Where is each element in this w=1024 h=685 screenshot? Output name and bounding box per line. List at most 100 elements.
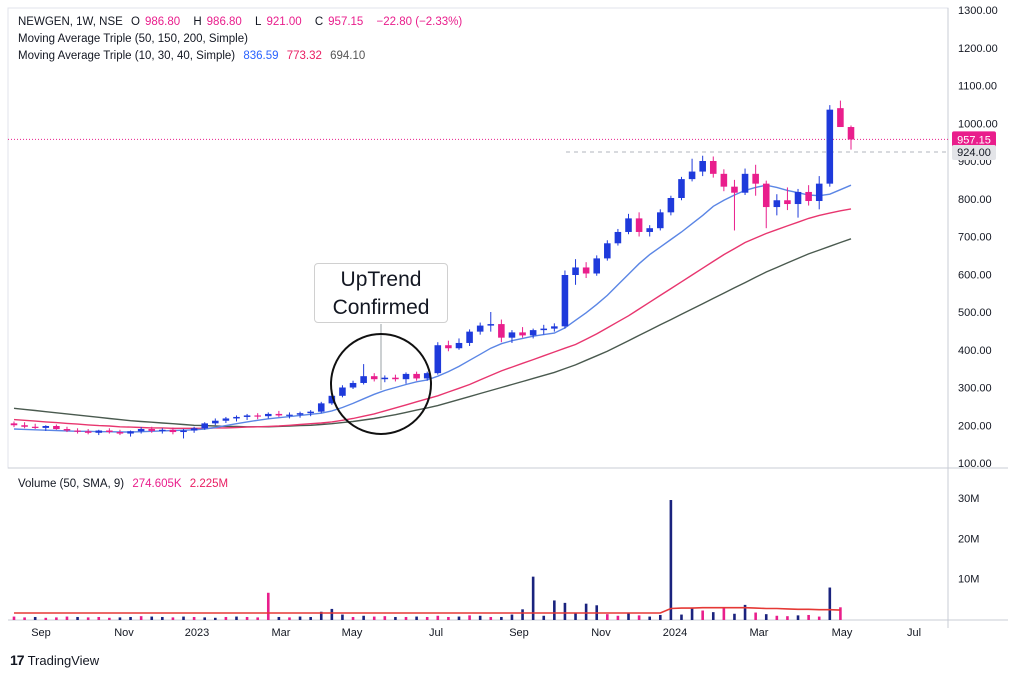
volume-bar <box>468 615 471 620</box>
volume-average-line <box>14 606 841 614</box>
y-tick-label: 100.00 <box>958 458 992 470</box>
y-tick-label: 1200.00 <box>958 43 998 55</box>
volume-bar <box>341 614 344 620</box>
x-tick-label: 2023 <box>185 627 209 639</box>
volume-bar <box>65 616 69 620</box>
ma-legend-fast[interactable]: Moving Average Triple (10, 30, 40, Simpl… <box>18 48 370 64</box>
volume-bar <box>235 616 238 620</box>
high-label: H <box>193 16 202 28</box>
y-tick-label: 400.00 <box>958 345 992 357</box>
volume-bar <box>245 616 249 620</box>
volume-bar <box>23 617 26 620</box>
candle-body <box>222 418 230 421</box>
volume-bar <box>637 615 641 620</box>
volume-bar <box>288 617 291 620</box>
volume-bar <box>489 616 493 620</box>
candle-body <box>752 173 759 184</box>
x-tick-label: 2024 <box>663 627 687 639</box>
volume-tick-label: 30M <box>958 493 979 505</box>
candle-body <box>106 430 113 433</box>
candle-body <box>561 275 569 327</box>
candle-body <box>445 345 452 349</box>
volume-bar <box>828 587 832 620</box>
candle-body <box>529 330 537 336</box>
volume-bar <box>129 616 132 620</box>
x-tick-label: Sep <box>509 627 529 639</box>
volume-bar <box>447 616 450 620</box>
ma-fast-line <box>13 184 852 433</box>
tradingview-logo-icon: 17 <box>10 652 25 668</box>
volume-bar <box>584 603 588 620</box>
candle-body <box>349 382 357 388</box>
candle-body <box>328 395 336 404</box>
volume-bar <box>372 616 376 620</box>
volume-bar <box>277 616 281 620</box>
volume-bar <box>701 610 704 620</box>
candle-body <box>381 377 389 380</box>
candle-body <box>307 411 314 414</box>
volume-bar <box>786 616 789 620</box>
y-tick-label: 1300.00 <box>958 5 998 17</box>
tradingview-brand[interactable]: 17 TradingView <box>10 652 99 668</box>
ma2-value-2: 773.32 <box>286 50 322 62</box>
volume-legend[interactable]: Volume (50, SMA, 9) 274.605K 2.225M <box>18 476 233 492</box>
last-price-label: 957.15 <box>957 134 991 146</box>
candle-body <box>74 430 81 432</box>
volume-tick-label: 10M <box>958 574 979 586</box>
candle-body <box>826 109 834 184</box>
candle-body <box>625 218 632 232</box>
candle-body <box>137 429 145 432</box>
volume-bar <box>298 616 302 620</box>
candle-body <box>572 267 579 276</box>
volume-bar <box>44 617 48 620</box>
x-tick-label: May <box>832 627 853 639</box>
candle-body <box>360 376 367 383</box>
close-label: C <box>314 16 324 28</box>
volume-bar <box>711 612 715 620</box>
candle-body <box>10 423 18 426</box>
candle-body <box>466 331 473 343</box>
candle-body <box>317 403 325 412</box>
candle-body <box>476 325 484 332</box>
volume-bar <box>627 613 630 620</box>
candle-body <box>254 415 261 417</box>
candle-body <box>95 430 103 433</box>
volume-bar <box>161 616 164 620</box>
symbol-legend: NEWGEN, 1W, NSE O 986.80 H 986.80 L 921.00 … <box>18 14 467 30</box>
candle-body <box>731 186 738 193</box>
candle-body <box>794 191 802 205</box>
volume-value-2: 2.225M <box>189 478 229 490</box>
candle-body <box>53 426 60 430</box>
candle-body <box>63 429 71 431</box>
volume-bar <box>394 616 397 620</box>
volume-bar <box>521 609 524 620</box>
volume-bar <box>86 617 90 620</box>
x-tick-label: Mar <box>750 627 769 639</box>
candle-body <box>614 231 622 244</box>
volume-label: Volume (50, SMA, 9) <box>18 478 125 490</box>
brand-name: TradingView <box>27 652 100 668</box>
candle-body <box>487 324 495 326</box>
open-label: O <box>131 16 140 28</box>
callout-line-1: UpTrend <box>340 268 422 291</box>
candle-body <box>593 258 601 274</box>
volume-bar <box>648 616 651 620</box>
candle-body <box>148 429 156 431</box>
volume-bar <box>351 616 355 620</box>
ma-legend-slow[interactable]: Moving Average Triple (50, 150, 200, Sim… <box>18 31 253 47</box>
candle-body <box>667 197 675 213</box>
candle-body <box>402 373 410 380</box>
x-tick-label: Jul <box>907 627 921 639</box>
volume-bar <box>722 608 726 620</box>
candle-body <box>762 183 770 208</box>
volume-bar <box>97 616 101 620</box>
volume-bar <box>55 617 58 620</box>
candle-body <box>604 243 611 259</box>
candle-body <box>116 432 124 434</box>
volume-bar <box>510 614 514 620</box>
volume-bar <box>574 612 577 620</box>
open-value: O 986.80 <box>131 16 185 28</box>
candle-body <box>31 426 39 428</box>
